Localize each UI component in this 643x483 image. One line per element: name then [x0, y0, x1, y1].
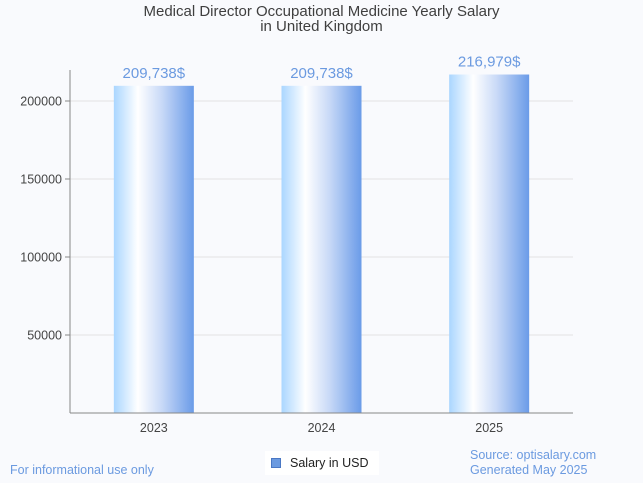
chart-subtitle: in United Kingdom [260, 18, 383, 35]
y-tick-label: 50000 [27, 329, 62, 343]
bar-2025 [449, 74, 530, 413]
bar-2023 [113, 85, 194, 414]
legend[interactable]: Salary in USD [265, 451, 379, 475]
data-labels: 209,738$ 209,738$ 216,979$ [123, 54, 522, 82]
generated-text: Generated May 2025 [470, 463, 588, 477]
disclaimer-text: For informational use only [10, 463, 154, 477]
legend-label: Salary in USD [290, 456, 369, 470]
source-info: Source: optisalary.com Generated May 202… [470, 448, 596, 478]
x-tick-label: 2024 [308, 421, 336, 435]
bars [113, 74, 530, 414]
data-label-2025: 216,979$ [458, 54, 521, 71]
data-label-2024: 209,738$ [290, 65, 353, 82]
x-tick-label: 2025 [475, 421, 503, 435]
source-text: Source: optisalary.com [470, 448, 597, 462]
axes: 50000 100000 150000 200000 2023 2024 2025 [20, 70, 573, 435]
chart-title: Medical Director Occupational Medicine Y… [0, 4, 643, 34]
y-tick-label: 150000 [20, 173, 62, 187]
data-label-2023: 209,738$ [123, 65, 186, 82]
y-tick-label: 100000 [20, 251, 62, 265]
x-tick-label: 2023 [140, 421, 168, 435]
bar-2024 [281, 85, 362, 414]
y-tick-label: 200000 [20, 95, 62, 109]
chart-title-main: Medical Director Occupational Medicine Y… [143, 3, 500, 20]
legend-swatch-icon [271, 458, 281, 468]
